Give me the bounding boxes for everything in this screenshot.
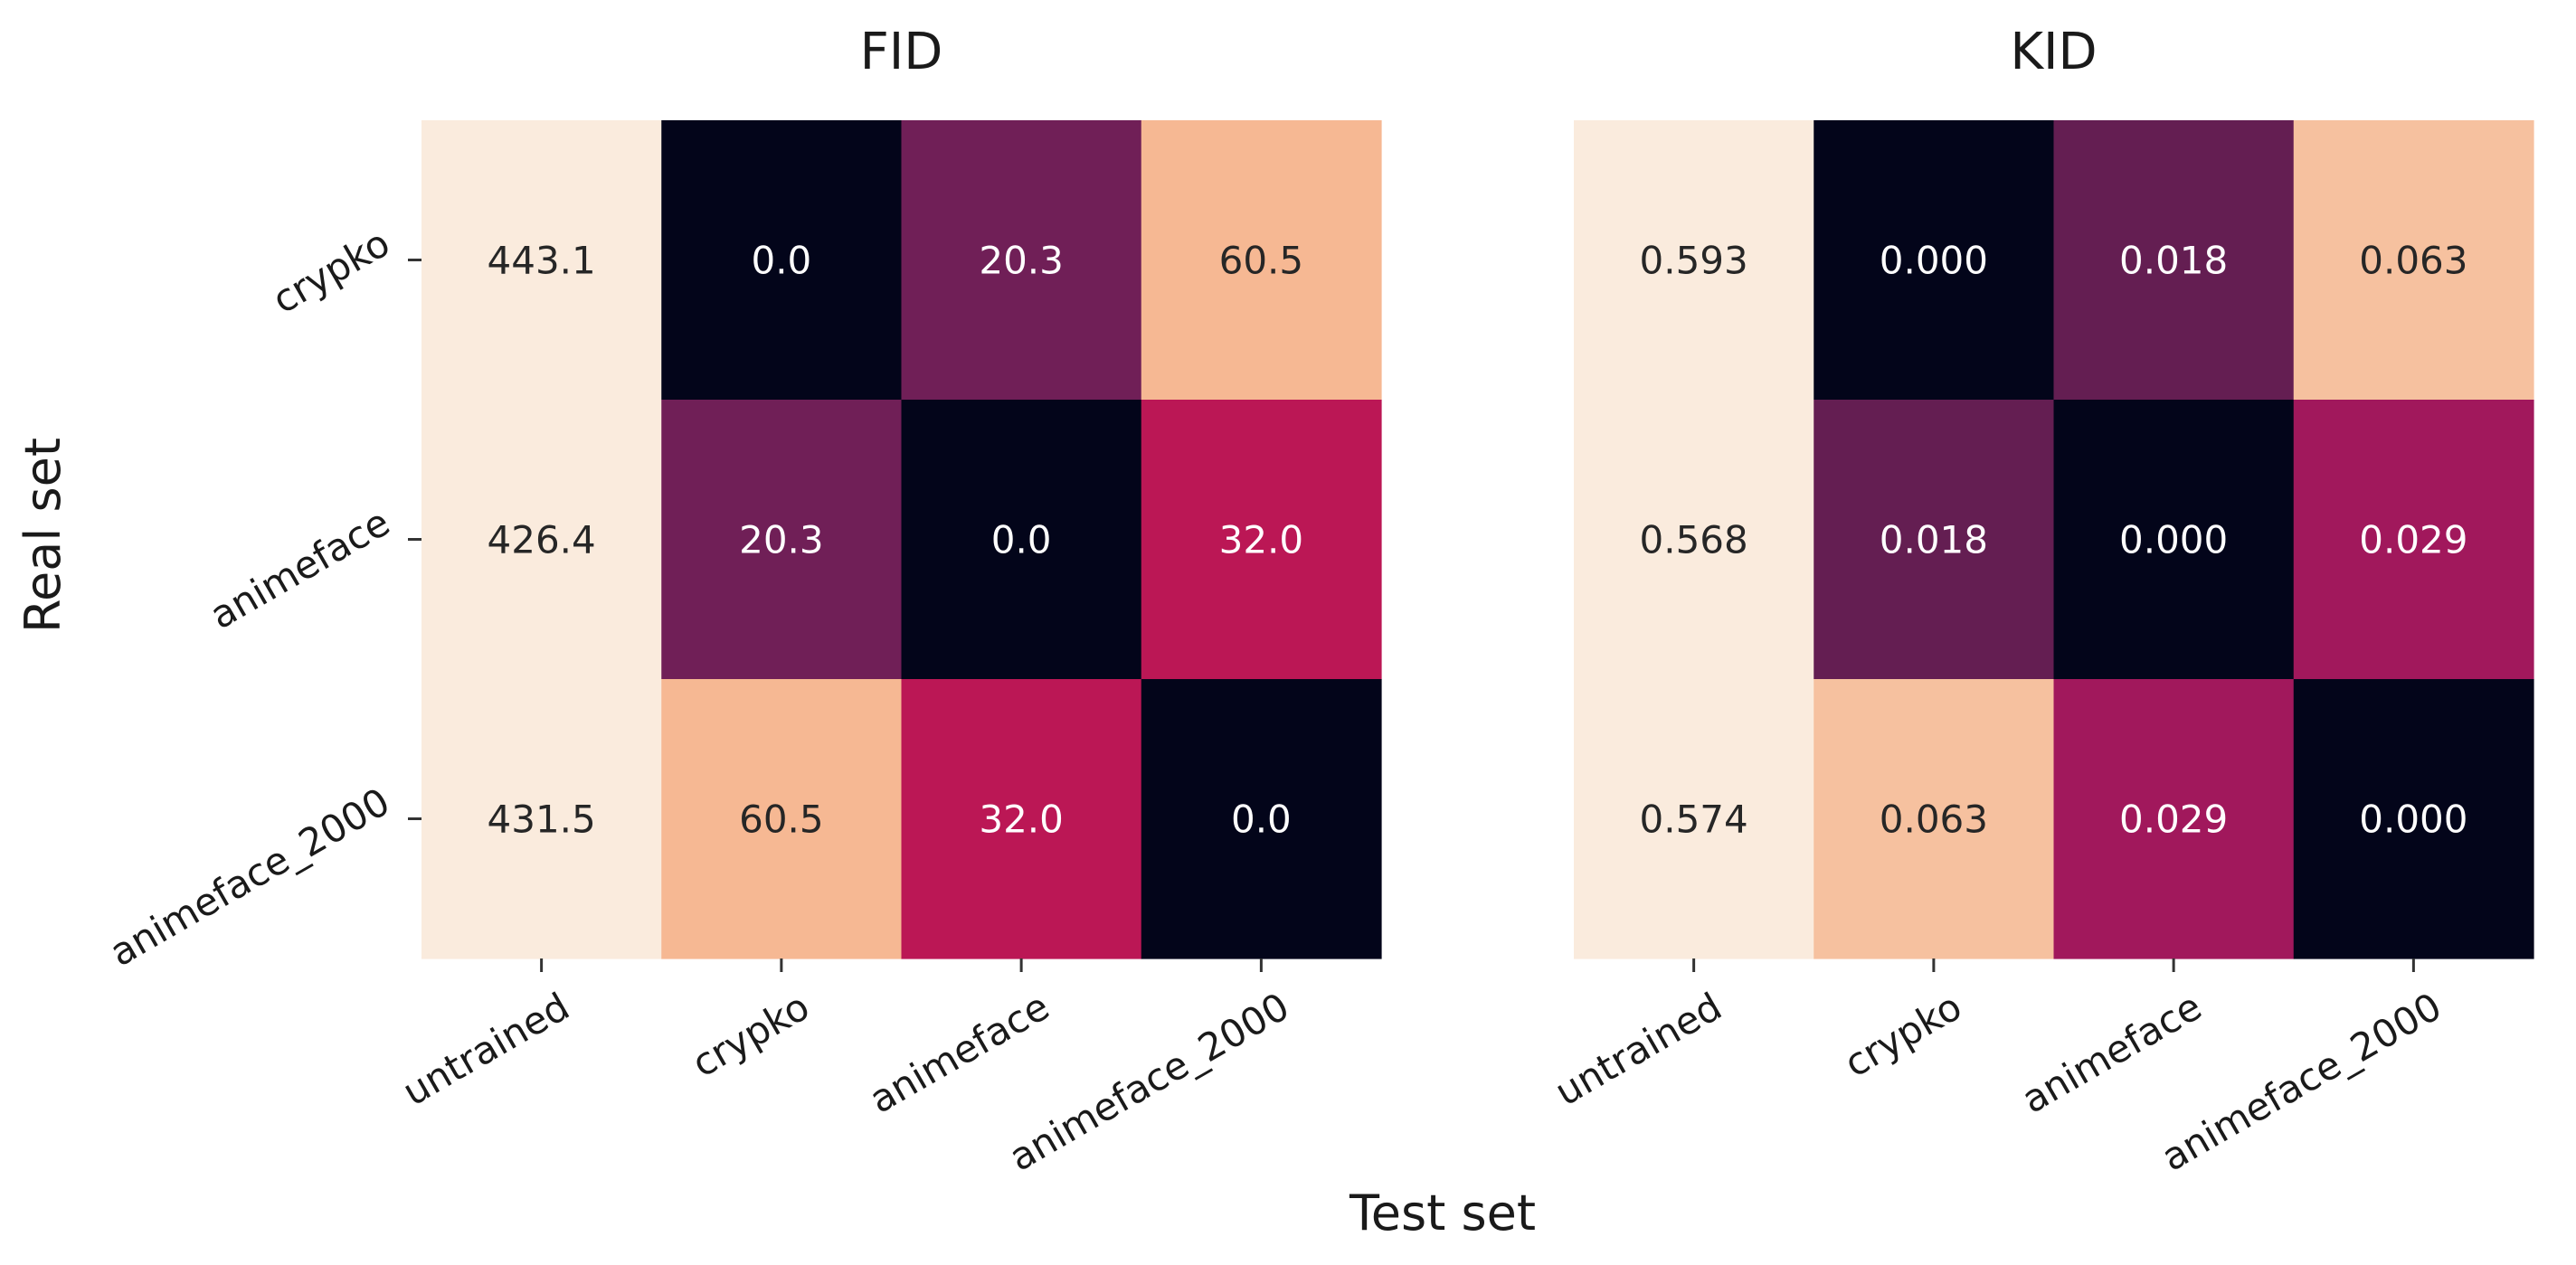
heatmap-cell [901, 120, 1142, 401]
cell-value-label: 0.0 [991, 518, 1052, 562]
cell-value-label: 60.5 [1219, 239, 1304, 283]
heatmap-cell [2293, 120, 2534, 401]
heatmap-cell [1141, 400, 1382, 680]
cell-value-label: 0.568 [1640, 518, 1748, 562]
heatmap-cell [1574, 400, 1814, 680]
x-axis-label: Test set [1349, 1185, 1536, 1241]
cell-value-label: 20.3 [979, 239, 1064, 283]
cell-value-label: 0.029 [2119, 798, 2228, 842]
heatmap-panel-2: KID 0.593 0.000 0.018 0.063 0.568 0.018 0.000 0.… [1548, 23, 2534, 1180]
cell-value-label: 0.029 [2359, 518, 2467, 562]
cell-value-label: 0.063 [1880, 798, 1988, 842]
y-tick-label: animeface [203, 500, 397, 638]
heatmap-cell [2293, 679, 2534, 959]
heatmap-panel-1: FID 443.1 0.0 20.3 60.5 426.4 20.3 0.0 32.0 431.5… [102, 23, 1382, 1180]
cell-value-label: 431.5 [488, 798, 596, 842]
heatmap-cell [661, 120, 903, 401]
heatmap-cell [1574, 120, 1814, 401]
cell-value-label: 0.063 [2359, 239, 2467, 283]
heatmap-cell [2053, 120, 2295, 401]
heatmap-cell [2053, 679, 2295, 959]
heatmap-cell [661, 679, 903, 959]
heatmap-cell [421, 120, 662, 401]
cell-value-label: 0.574 [1640, 798, 1748, 842]
x-tick-label: untrained [395, 984, 577, 1114]
heatmap-cell [661, 400, 903, 680]
heatmap-cell [1814, 679, 2055, 959]
heatmap-cell [1814, 120, 2055, 401]
cell-value-label: 426.4 [488, 518, 596, 562]
cell-value-label: 0.018 [2119, 239, 2228, 283]
heatmap-cell [901, 679, 1142, 959]
cell-value-label: 60.5 [739, 798, 824, 842]
y-tick-label: animeface_2000 [102, 779, 397, 975]
cell-value-label: 0.000 [1880, 239, 1988, 283]
cell-value-label: 443.1 [488, 239, 596, 283]
heatmap-cell [1574, 679, 1814, 959]
cell-value-label: 0.000 [2119, 518, 2228, 562]
x-tick-label: crypko [1837, 984, 1969, 1086]
cell-value-label: 32.0 [979, 798, 1064, 842]
heatmap-cell [421, 400, 662, 680]
heatmap-cell [1141, 679, 1382, 959]
x-tick-label: animeface [2014, 984, 2209, 1122]
cell-value-label: 20.3 [739, 518, 824, 562]
heatmap-cell [1814, 400, 2055, 680]
cell-value-label: 32.0 [1219, 518, 1304, 562]
heatmap-panels: FID 443.1 0.0 20.3 60.5 426.4 20.3 0.0 32.0 431.5… [102, 23, 2534, 1180]
heatmap-cell [1141, 120, 1382, 401]
x-tick-label: untrained [1548, 984, 1729, 1114]
heatmap-cell [2293, 400, 2534, 680]
cell-value-label: 0.0 [751, 239, 811, 283]
panel-title: KID [2010, 23, 2097, 81]
panel-title: FID [860, 23, 943, 81]
heatmap-cell [2053, 400, 2295, 680]
cell-value-label: 0.018 [1880, 518, 1988, 562]
x-tick-label: crypko [685, 984, 817, 1086]
y-tick-label: crypko [265, 221, 397, 323]
cell-value-label: 0.000 [2359, 798, 2467, 842]
y-axis-label: Real set [14, 438, 71, 633]
heatmap-cell [421, 679, 662, 959]
cell-value-label: 0.593 [1640, 239, 1748, 283]
x-tick-label: animeface [862, 984, 1056, 1122]
heatmap-cell [901, 400, 1142, 680]
cell-value-label: 0.0 [1231, 798, 1292, 842]
